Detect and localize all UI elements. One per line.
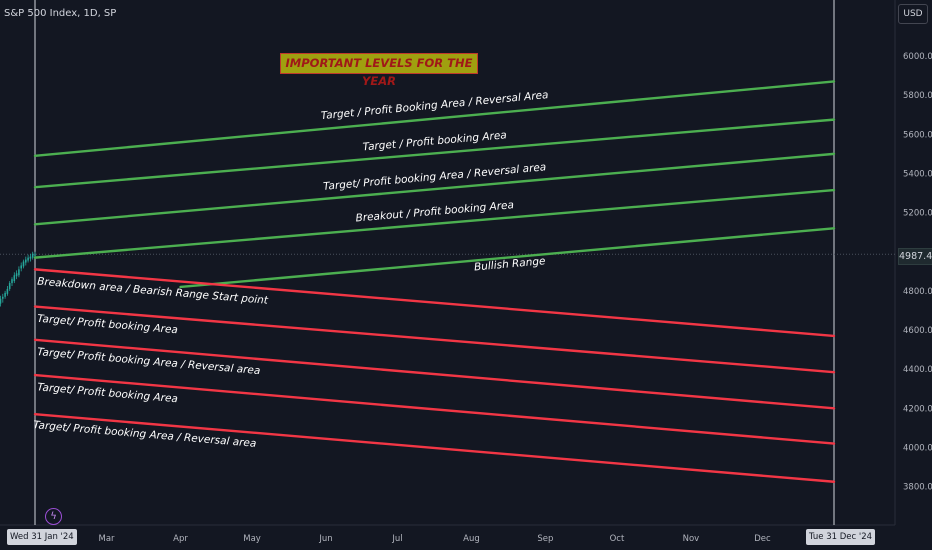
- y-tick-label: 4000.00: [903, 444, 932, 454]
- candle-body: [34, 254, 36, 256]
- important-levels-note: IMPORTANT LEVELS FOR THE YEAR: [280, 53, 478, 88]
- y-tick-label: 4200.00: [903, 404, 932, 414]
- x-tick-label: Nov: [683, 534, 700, 544]
- level-line: [33, 152, 836, 226]
- level-label: Breakout / Profit booking Area: [355, 199, 514, 224]
- candle-body: [4, 292, 6, 297]
- currency-button[interactable]: USD: [898, 4, 928, 24]
- candle-body: [22, 261, 25, 267]
- candle-body: [6, 288, 9, 294]
- x-tick-label: Apr: [173, 534, 188, 544]
- y-tick-label: 3800.00: [903, 483, 932, 493]
- candle-body: [25, 259, 27, 263]
- x-tick-label: Jun: [318, 534, 332, 544]
- candle-body: [13, 275, 16, 282]
- level-line: [33, 373, 836, 445]
- x-tick-label: Dec: [754, 534, 771, 544]
- x-tick-label: Sep: [537, 534, 553, 544]
- level-line: [179, 227, 836, 289]
- candle-body: [31, 253, 34, 258]
- level-line: [33, 80, 836, 158]
- lightning-icon[interactable]: ϟ: [45, 508, 62, 525]
- level-line: [33, 413, 836, 483]
- y-tick-label: 6000.00: [903, 52, 932, 62]
- level-line: [33, 118, 836, 189]
- level-line: [33, 305, 836, 374]
- candle-body: [0, 298, 2, 304]
- current-price-label: 4987.49: [898, 248, 932, 265]
- level-line: [33, 338, 836, 410]
- y-tick-label: 5800.00: [903, 91, 932, 101]
- x-tick-label: Oct: [610, 534, 625, 544]
- candle-body: [20, 265, 22, 269]
- y-tick-label: 5600.00: [903, 130, 932, 140]
- candle-body: [2, 296, 4, 299]
- x-tick-label: May: [243, 534, 261, 544]
- y-tick-label: 4800.00: [903, 287, 932, 297]
- level-line: [33, 188, 836, 259]
- x-tick-label: Aug: [463, 534, 480, 544]
- candle-body: [15, 273, 18, 277]
- level-label: Target / Profit Booking Area / Reversal …: [320, 89, 549, 122]
- candle-body: [8, 283, 11, 289]
- y-tick-label: 5400.00: [903, 169, 932, 179]
- candle-body: [18, 269, 20, 276]
- candle-body: [11, 279, 13, 284]
- start-date-marker: Wed 31 Jan '24: [7, 529, 77, 545]
- x-tick-label: Mar: [99, 534, 116, 544]
- level-line: [33, 268, 836, 338]
- end-date-marker: Tue 31 Dec '24: [806, 529, 876, 545]
- y-tick-label: 4400.00: [903, 365, 932, 375]
- x-tick-label: Jul: [391, 534, 402, 544]
- candle-body: [29, 256, 32, 259]
- level-label: Bullish Range: [474, 255, 546, 273]
- symbol-title: S&P 500 Index, 1D, SP: [4, 8, 117, 19]
- y-tick-label: 4600.00: [903, 326, 932, 336]
- candle-body: [27, 257, 29, 261]
- y-tick-label: 5200.00: [903, 209, 932, 219]
